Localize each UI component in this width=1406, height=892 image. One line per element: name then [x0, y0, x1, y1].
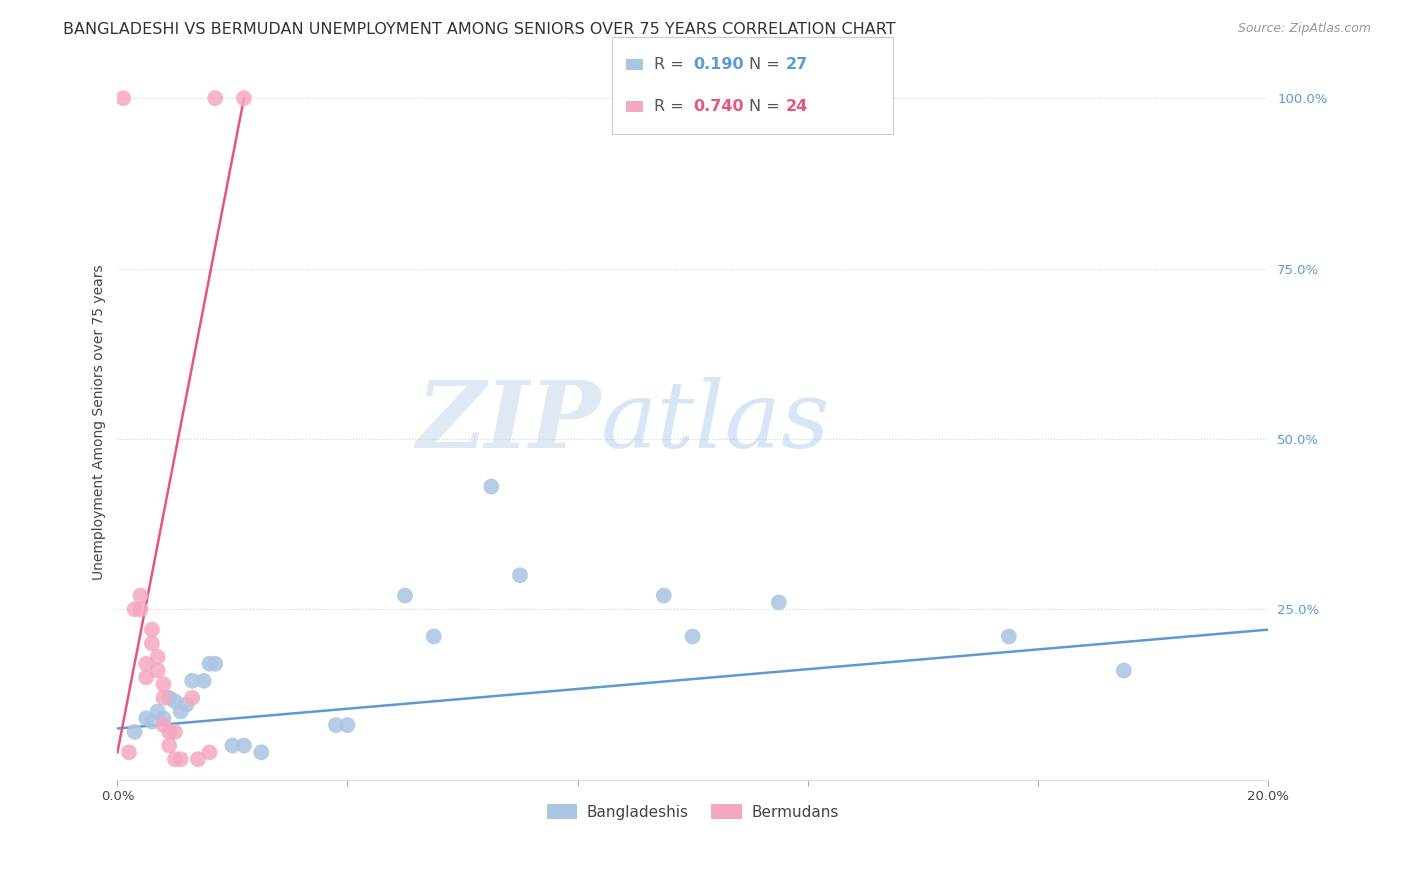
Point [112, 91, 135, 105]
Point [682, 630, 704, 644]
Point [336, 718, 359, 732]
Point [181, 673, 204, 688]
Text: N =: N = [749, 99, 786, 114]
Point [124, 725, 146, 739]
Point [998, 630, 1021, 644]
Point [422, 630, 444, 644]
Point [394, 589, 416, 603]
Point [157, 725, 180, 739]
Text: 24: 24 [786, 99, 808, 114]
Point [152, 718, 174, 732]
Text: R =: R = [654, 99, 689, 114]
Point [233, 739, 256, 753]
Point [768, 595, 790, 609]
Point [163, 694, 186, 708]
Point [198, 745, 221, 759]
Point [204, 91, 226, 105]
Point [146, 664, 169, 678]
Point [198, 657, 221, 671]
Point [152, 677, 174, 691]
Text: ZIP: ZIP [416, 376, 600, 467]
Point [325, 718, 347, 732]
Point [141, 714, 163, 729]
Point [157, 739, 180, 753]
Point [509, 568, 531, 582]
Point [1112, 664, 1135, 678]
Point [146, 705, 169, 719]
Point [124, 602, 146, 616]
Point [163, 725, 186, 739]
Point [221, 739, 243, 753]
Point [250, 745, 273, 759]
Text: R =: R = [654, 57, 689, 72]
Point [152, 690, 174, 705]
Text: 27: 27 [786, 57, 808, 72]
Y-axis label: Unemployment Among Seniors over 75 years: Unemployment Among Seniors over 75 years [93, 264, 107, 580]
Point [135, 670, 157, 684]
Point [118, 745, 141, 759]
Point [652, 589, 675, 603]
Point [129, 589, 152, 603]
Point [170, 752, 193, 766]
Point [146, 649, 169, 664]
Point [233, 91, 256, 105]
Point [204, 657, 226, 671]
Legend: Bangladeshis, Bermudans: Bangladeshis, Bermudans [540, 797, 845, 826]
Text: atlas: atlas [600, 376, 830, 467]
Text: N =: N = [749, 57, 786, 72]
Point [129, 602, 152, 616]
Point [135, 711, 157, 725]
Point [176, 698, 198, 712]
Point [152, 711, 174, 725]
Text: Source: ZipAtlas.com: Source: ZipAtlas.com [1237, 22, 1371, 36]
Text: 0.740: 0.740 [693, 99, 744, 114]
Point [181, 690, 204, 705]
Point [141, 623, 163, 637]
Point [170, 705, 193, 719]
Point [193, 673, 215, 688]
Text: BANGLADESHI VS BERMUDAN UNEMPLOYMENT AMONG SENIORS OVER 75 YEARS CORRELATION CHA: BANGLADESHI VS BERMUDAN UNEMPLOYMENT AMO… [63, 22, 896, 37]
Point [141, 636, 163, 650]
Point [479, 479, 502, 493]
Point [157, 690, 180, 705]
Point [187, 752, 209, 766]
Point [163, 752, 186, 766]
Point [135, 657, 157, 671]
Text: 0.190: 0.190 [693, 57, 744, 72]
